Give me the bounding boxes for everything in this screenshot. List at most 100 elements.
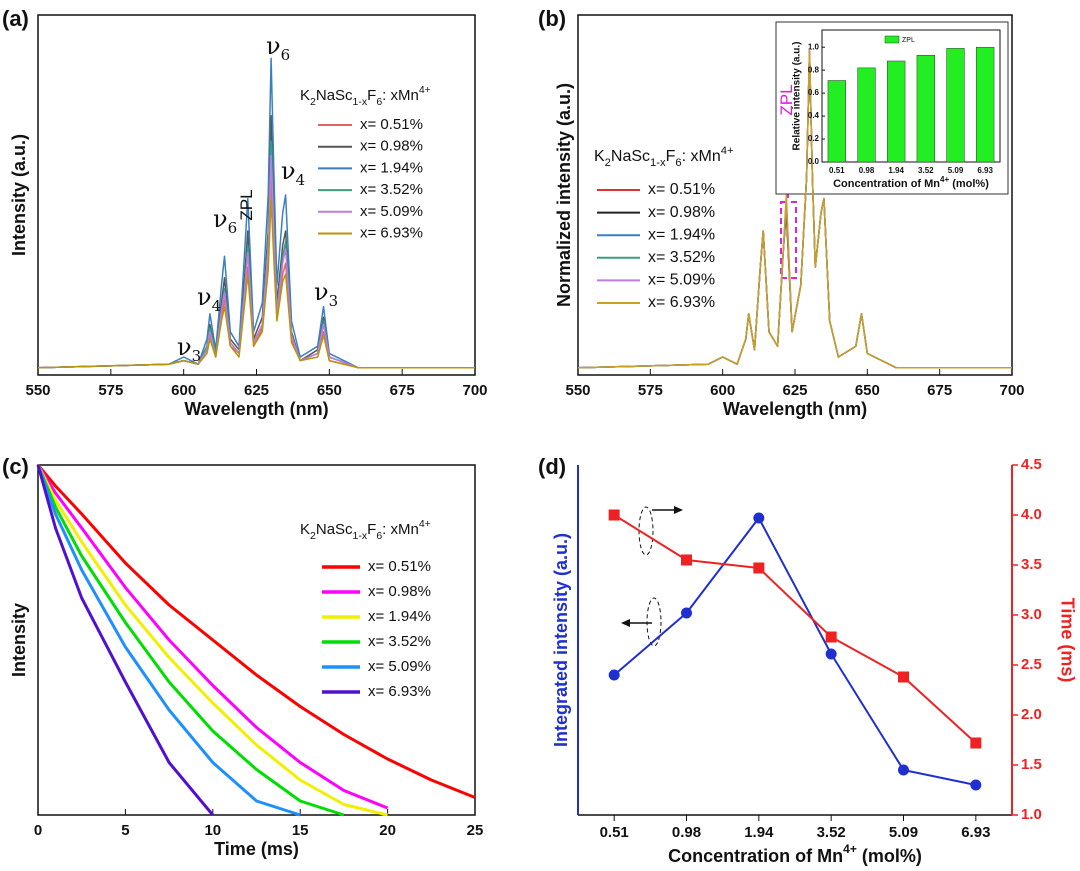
legend-title: K2NaSc1-xF6: xMn4+ [594, 145, 733, 169]
series-line [36, 464, 301, 817]
x-tick-label: 3.52 [817, 824, 846, 841]
x-tick-label: 625 [244, 382, 269, 399]
y-tick-label: 1.0 [808, 42, 820, 51]
y-axis-label: Intensity [9, 603, 29, 677]
text-part: (mol%) [857, 846, 922, 866]
y-tick-label: 0.6 [808, 88, 820, 97]
text-part: : xMn [682, 148, 721, 165]
x-tick-label: 575 [638, 382, 663, 399]
legend-label: x= 5.09% [368, 658, 431, 675]
legend-label: x= 5.09% [360, 203, 423, 220]
x-tick-label: 6.93 [977, 166, 993, 175]
x-tick-label: 10 [204, 822, 221, 839]
text-part: 2 [310, 530, 316, 542]
x-tick-label: 600 [710, 382, 735, 399]
legend-label: x= 0.51% [368, 558, 431, 575]
text-part: NaSc [316, 521, 353, 538]
text-part: 6 [675, 157, 681, 169]
text-part: 4+ [721, 145, 734, 157]
x-axis-label: Wavelength (nm) [184, 399, 328, 419]
x-tick-label: 650 [855, 382, 880, 399]
text-part: ν [266, 32, 281, 60]
y-axis-label: Integrated intensity (a.u.) [551, 533, 571, 747]
text-part: : xMn [382, 87, 419, 104]
point [898, 764, 909, 776]
legend-swatch [884, 35, 900, 44]
series-line [577, 50, 1012, 369]
x-tick-label: 1.94 [888, 166, 904, 175]
text-part: F [367, 87, 376, 104]
x-tick-label: 25 [467, 822, 484, 839]
x-tick-label: 0.98 [859, 166, 875, 175]
series-line [37, 197, 475, 369]
x-tick-label: 15 [292, 822, 309, 839]
x-tick-label: 575 [98, 382, 123, 399]
text-part: K [300, 87, 310, 104]
plot-frame [37, 14, 476, 376]
series-line [613, 517, 977, 786]
x-tick-label: 0.51 [829, 166, 845, 175]
text-part: (mol%) [949, 178, 989, 190]
text-part: ν [314, 278, 329, 306]
inset-plot-frame [821, 29, 1001, 163]
x-tick-label: 5.09 [948, 166, 964, 175]
text-part: : xMn [382, 521, 419, 538]
bar [857, 67, 876, 163]
annotation: ν4 [281, 157, 305, 190]
series-line [36, 464, 389, 810]
text-part: 6 [376, 96, 382, 108]
x-tick-label: 675 [390, 382, 415, 399]
x-tick-label: 650 [317, 382, 342, 399]
guide-ellipse [646, 597, 662, 647]
zpl-bracket [780, 201, 797, 279]
text-part: ZPL [237, 189, 256, 220]
annotation: ν3 [314, 278, 338, 311]
legend-label: x= 1.94% [648, 226, 715, 243]
point [970, 737, 982, 749]
text-part: NaSc [316, 87, 353, 104]
text-part: 1-x [353, 530, 368, 542]
point [898, 671, 909, 683]
x-tick-label: 625 [782, 382, 807, 399]
y-axis-label: Normalized intensity (a.u.) [554, 83, 574, 307]
annotation: ν6 [213, 205, 237, 238]
x-tick-label: 0.98 [672, 824, 701, 841]
text-part: Concentration of Mn [833, 178, 940, 190]
text-part: ZPL [777, 84, 796, 115]
text-part: 3 [192, 347, 202, 365]
text-part: 4+ [843, 842, 857, 856]
x-tick-label: 0.51 [600, 824, 629, 841]
text-part: NaSc [611, 148, 650, 165]
y2-tick-label: 1.0 [1021, 806, 1042, 823]
series-line [36, 464, 476, 799]
legend-label: x= 3.52% [368, 633, 431, 650]
series-line [613, 514, 977, 744]
y-axis-label: Intensity (a.u.) [9, 134, 29, 256]
panel-label: (c) [2, 454, 29, 479]
x-tick-label: 20 [379, 822, 396, 839]
x-tick-label: 550 [565, 382, 590, 399]
legend-title: K2NaSc1-xF6: xMn4+ [300, 84, 431, 108]
y2-tick-label: 2.5 [1021, 656, 1042, 673]
panel-label: (a) [2, 6, 29, 31]
series-line [36, 464, 345, 817]
guide-arrow-head [674, 506, 683, 514]
legend-label: x= 6.93% [648, 294, 715, 311]
text-part: ν [177, 333, 192, 361]
text-part: Concentration of Mn [668, 846, 843, 866]
point [681, 607, 692, 619]
point [608, 509, 620, 521]
text-part: K [300, 521, 310, 538]
text-part: 2 [310, 96, 316, 108]
legend-label: x= 1.94% [360, 159, 423, 176]
y-axis-label: Relative intensity (a.u.) [792, 42, 803, 151]
x-tick-label: 675 [927, 382, 952, 399]
x-tick-label: 1.94 [744, 824, 774, 841]
x-axis-label: Wavelength (nm) [723, 399, 867, 419]
annotation: ν3 [177, 333, 201, 366]
x-tick-label: 600 [171, 382, 196, 399]
y-tick-label: 0.4 [808, 111, 820, 120]
legend-title: K2NaSc1-xF6: xMn4+ [300, 518, 431, 542]
guide-arrow-head [621, 619, 630, 627]
y2-tick-label: 3.0 [1021, 606, 1042, 623]
